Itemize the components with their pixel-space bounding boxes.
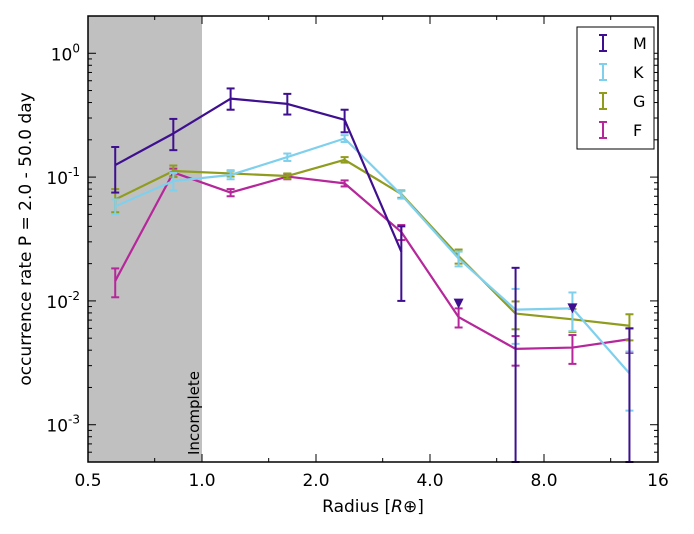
legend-label-M: M [633, 34, 647, 53]
series-M [111, 87, 634, 463]
series-line-F [114, 171, 630, 350]
y-axis-label: occurrence rate P = 2.0 - 50.0 day [16, 92, 36, 385]
y-tick-label: 100 [51, 41, 80, 65]
x-axis-label-close: ] [417, 497, 424, 517]
incomplete-label: Incomplete [185, 371, 203, 455]
legend-label-G: G [633, 92, 645, 111]
series-line-G [114, 158, 630, 327]
x-axis-label-unit: R⊕ [391, 497, 417, 517]
y-tick-label: 10-3 [46, 413, 80, 437]
x-axis-label-text: Radius [ [322, 497, 391, 517]
x-axis-label: Radius [R⊕] [322, 497, 424, 517]
legend-label-K: K [633, 63, 644, 82]
series-line-M [114, 97, 403, 253]
x-tick-label: 1.0 [188, 471, 215, 491]
x-tick-label: 0.5 [74, 471, 101, 491]
legend-box [576, 26, 655, 150]
y-tick-label: 10-1 [46, 165, 80, 189]
legend-label-F: F [633, 121, 642, 140]
x-tick-label: 16 [647, 471, 669, 491]
plot-frame [87, 15, 659, 463]
x-tick-label: 8.0 [530, 471, 557, 491]
y-tick-label: 10-2 [46, 289, 80, 313]
x-tick-label: 2.0 [302, 471, 329, 491]
incomplete-region [88, 16, 202, 462]
upper-limit-marker [567, 303, 578, 314]
x-tick-label: 4.0 [416, 471, 443, 491]
upper-limit-marker [453, 298, 464, 309]
series-line-K [114, 137, 631, 375]
